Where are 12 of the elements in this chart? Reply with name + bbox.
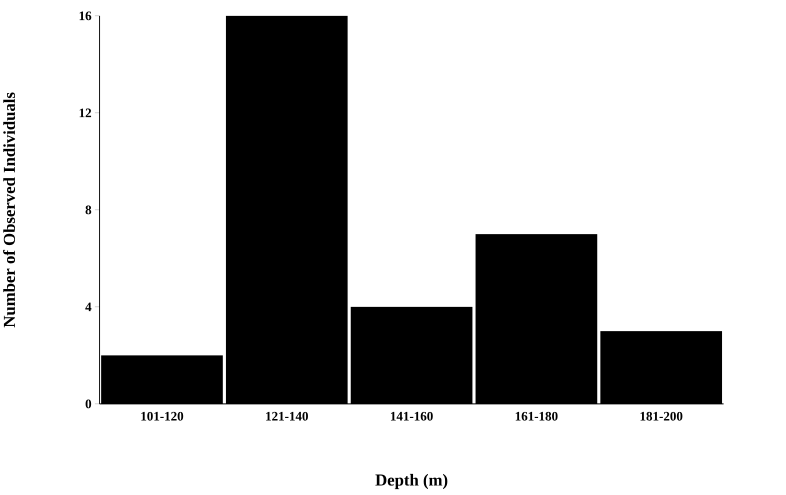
x-axis-title: Depth (m) (375, 474, 448, 489)
y-axis-title: Number of Observed Individuals (3, 92, 16, 328)
x-tick-label: 121-140 (266, 412, 308, 420)
y-tick-label: 0 (86, 399, 92, 408)
y-tick-label: 12 (80, 108, 92, 118)
x-tick-label: 101-120 (141, 412, 184, 420)
y-tick-label: 16 (80, 11, 92, 20)
y-tick-label: 4 (85, 302, 92, 312)
x-tick-label: 141-160 (390, 412, 433, 420)
y-tick-label: 8 (86, 205, 92, 214)
x-tick-label: 181-200 (640, 412, 682, 420)
x-tick-label: 161-180 (516, 412, 558, 420)
